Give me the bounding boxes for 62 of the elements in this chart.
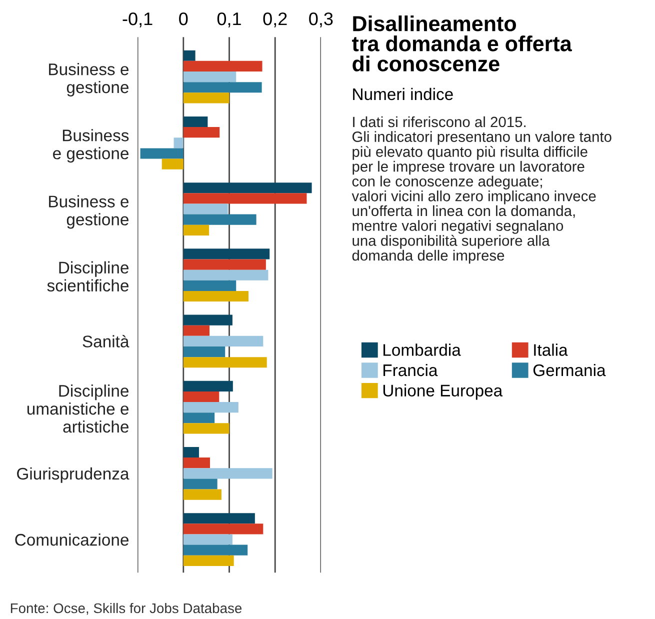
bar xyxy=(183,391,220,402)
bar xyxy=(183,478,218,490)
bar xyxy=(183,346,226,358)
y-tick-label: Sanità xyxy=(82,334,130,348)
y-tick-label: Discipline umanistiche e artistiche xyxy=(27,384,128,433)
legend-label: Lombardia xyxy=(384,344,461,356)
bar xyxy=(183,92,230,104)
bar xyxy=(183,290,249,302)
bar xyxy=(183,336,264,346)
bar xyxy=(183,489,222,500)
legend-label: Unione Europea xyxy=(383,384,503,400)
bar xyxy=(183,513,255,524)
y-tick-label: Giurisprudenza xyxy=(17,467,130,483)
bar xyxy=(183,270,268,280)
bar xyxy=(183,127,220,138)
bar xyxy=(183,314,232,326)
bar xyxy=(183,72,236,82)
bar xyxy=(183,280,236,291)
bar xyxy=(183,458,210,468)
y-tick-label: Discipline scientifiche xyxy=(47,261,128,292)
bar xyxy=(183,544,248,556)
bar xyxy=(183,357,267,368)
bar xyxy=(183,214,256,225)
bar xyxy=(183,412,215,424)
text: Numeri indice xyxy=(353,88,453,100)
bar xyxy=(183,325,210,336)
legend-label: Germania xyxy=(533,364,606,376)
legend-label: Francia xyxy=(384,364,438,376)
bar xyxy=(183,555,234,566)
bar xyxy=(183,182,312,194)
bar xyxy=(140,148,184,159)
x-tick-label: 0,2 xyxy=(263,12,287,28)
bar xyxy=(183,204,228,214)
bar xyxy=(183,116,208,128)
x-tick-label: 0,3 xyxy=(309,12,333,28)
legend-label: Italia xyxy=(534,344,568,356)
bar xyxy=(183,82,262,93)
y-tick-label: Business e gestione xyxy=(49,195,128,229)
bar xyxy=(162,158,184,170)
bar xyxy=(183,402,238,413)
bar xyxy=(183,60,262,72)
x-tick-label: -0,1 xyxy=(122,12,152,28)
bar xyxy=(183,468,272,479)
y-tick-label: Comunicazione xyxy=(15,533,128,546)
x-tick-label: 0,1 xyxy=(217,12,241,28)
bar xyxy=(183,193,307,204)
text: I dati si riferiscono al 2015. Gli indicatori presentano un valore tanto più elevato quanto più risulta difficile per le imprese trovare un lavoratore con le conoscenze adeguate; valori vicini allo zero implicano invece un'offerta in linea con la domanda, mentre valori negativi segnalano una disponibilità superiore alla domanda delle imprese xyxy=(352,116,612,264)
bar xyxy=(174,138,184,148)
bar xyxy=(183,423,230,434)
bar xyxy=(183,224,210,236)
bar xyxy=(183,524,264,534)
bar xyxy=(183,446,199,458)
y-tick-label: Business e gestione xyxy=(53,129,129,163)
bar xyxy=(183,248,270,260)
bar xyxy=(183,259,266,270)
source-note: Fonte: Ocse, Skills for Jobs Database xyxy=(10,602,242,615)
bar xyxy=(183,534,232,545)
bar xyxy=(183,50,196,61)
text: Disallineamento tra domanda e offerta di conoscenze xyxy=(352,15,572,72)
y-tick-label: Business e gestione xyxy=(49,62,128,96)
x-tick-label: 0 xyxy=(179,12,188,26)
bar xyxy=(183,380,233,392)
